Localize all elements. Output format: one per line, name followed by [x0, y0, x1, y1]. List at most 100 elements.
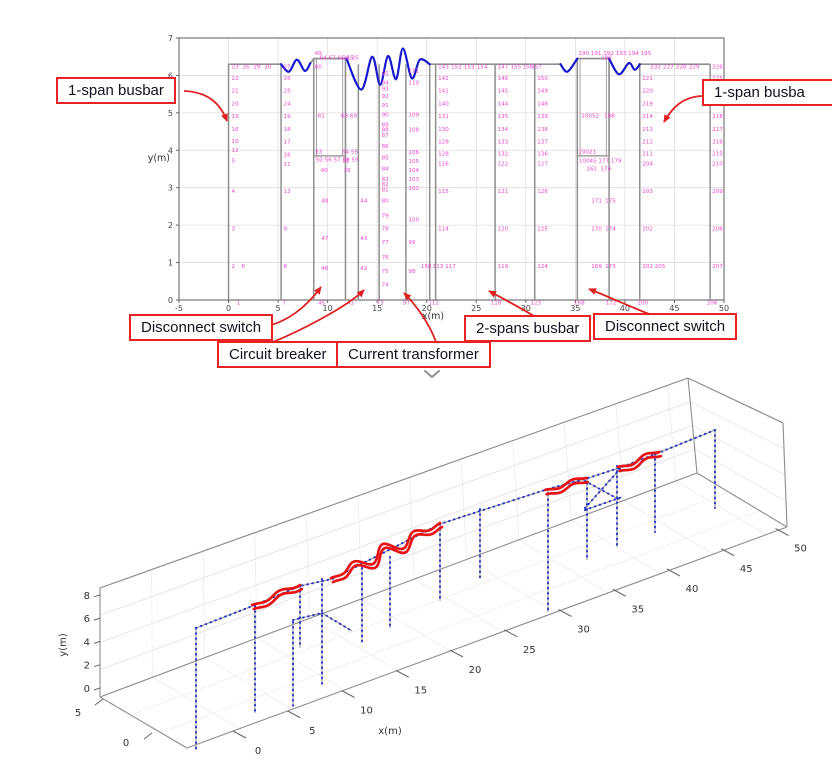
svg-text:51: 51 [342, 158, 350, 164]
threed-red-busbar-segments [250, 450, 663, 611]
svg-text:174: 174 [605, 226, 616, 232]
svg-text:139: 139 [537, 114, 548, 120]
svg-text:2: 2 [232, 264, 236, 270]
svg-text:140: 140 [438, 101, 449, 107]
svg-text:25: 25 [471, 304, 481, 313]
svg-text:211: 211 [642, 152, 653, 158]
svg-text:188: 188 [604, 113, 615, 119]
threed-structure-gray [195, 429, 716, 750]
svg-text:7: 7 [282, 301, 286, 307]
svg-text:219: 219 [642, 101, 653, 107]
svg-text:91: 91 [382, 103, 390, 109]
svg-text:82: 82 [382, 182, 389, 188]
svg-text:121: 121 [498, 189, 509, 195]
svg-text:225: 225 [712, 76, 723, 82]
svg-text:98: 98 [408, 269, 416, 275]
svg-text:228: 228 [676, 65, 687, 71]
svg-text:10: 10 [360, 706, 373, 717]
svg-text:0: 0 [255, 746, 261, 757]
svg-text:131: 131 [438, 114, 449, 120]
svg-text:135: 135 [498, 114, 509, 120]
svg-text:95: 95 [382, 71, 390, 77]
svg-text:85: 85 [382, 155, 390, 161]
svg-text:5: 5 [276, 304, 281, 313]
svg-text:156: 156 [522, 65, 533, 71]
svg-text:45: 45 [318, 301, 326, 307]
svg-text:103: 103 [408, 177, 419, 183]
svg-text:218: 218 [712, 114, 723, 120]
svg-text:136: 136 [537, 152, 548, 158]
svg-text:81: 81 [382, 187, 390, 193]
svg-text:110: 110 [408, 80, 419, 86]
svg-text:216: 216 [712, 140, 723, 146]
svg-text:20: 20 [469, 665, 482, 676]
svg-text:0: 0 [226, 304, 231, 313]
svg-text:10021: 10021 [578, 149, 596, 155]
svg-text:113 117: 113 117 [433, 264, 457, 270]
svg-text:45: 45 [669, 304, 679, 313]
svg-text:206: 206 [707, 301, 718, 307]
svg-text:34 35: 34 35 [342, 56, 358, 62]
svg-text:48: 48 [321, 199, 329, 205]
svg-text:40: 40 [620, 304, 630, 313]
svg-text:73: 73 [377, 301, 385, 307]
callout-2-spans-busbar: 2-spans busbar [464, 315, 592, 342]
svg-text:109: 109 [408, 113, 419, 119]
svg-text:111: 111 [408, 68, 419, 74]
front-view-plot: -5 0 5 10 15 20 25 30 35 40 45 5001234567x(m)y(m)23… [148, 34, 729, 322]
svg-text:170: 170 [591, 226, 602, 232]
svg-text:118: 118 [491, 301, 502, 307]
svg-text:39: 39 [343, 168, 351, 174]
svg-text:12: 12 [232, 148, 239, 154]
svg-text:2: 2 [84, 661, 90, 672]
svg-text:4: 4 [232, 189, 236, 195]
svg-text:221: 221 [642, 76, 653, 82]
svg-text:46: 46 [321, 266, 329, 272]
svg-text:112: 112 [428, 301, 439, 307]
svg-text:17: 17 [284, 140, 292, 146]
svg-text:168: 168 [574, 301, 585, 307]
svg-text:61: 61 [318, 113, 326, 119]
svg-text:4: 4 [84, 637, 90, 648]
svg-text:0: 0 [84, 684, 90, 695]
svg-text:10: 10 [232, 139, 240, 145]
svg-text:8: 8 [284, 264, 288, 270]
svg-text:144: 144 [498, 101, 509, 107]
callout-disconnect-switch-left: Disconnect switch [129, 314, 274, 341]
svg-text:232: 232 [650, 65, 661, 71]
svg-text:6: 6 [168, 71, 173, 80]
svg-text:30: 30 [521, 304, 531, 313]
svg-text:3: 3 [168, 184, 173, 193]
svg-text:79: 79 [382, 214, 390, 220]
callout-1-span-busbar-right: 1-span busba [702, 79, 832, 106]
svg-text:24: 24 [284, 101, 292, 107]
svg-text:172: 172 [606, 301, 617, 307]
svg-text:8: 8 [84, 591, 90, 602]
svg-text:106: 106 [408, 150, 419, 156]
svg-text:141: 141 [438, 89, 449, 95]
svg-text:208: 208 [712, 226, 723, 232]
svg-text:226: 226 [712, 65, 723, 71]
svg-text:5: 5 [75, 708, 81, 719]
svg-text:3: 3 [232, 226, 236, 232]
svg-text:6: 6 [241, 264, 245, 270]
svg-text:29: 29 [253, 65, 261, 71]
svg-text:154: 154 [477, 65, 488, 71]
svg-text:215: 215 [712, 152, 723, 158]
svg-text:220: 220 [642, 89, 653, 95]
svg-text:x(m): x(m) [378, 726, 402, 737]
svg-text:134: 134 [498, 127, 509, 133]
svg-text:157: 157 [531, 65, 542, 71]
svg-text:y(m): y(m) [58, 633, 69, 657]
svg-text:99: 99 [408, 240, 416, 246]
svg-text:9: 9 [284, 226, 288, 232]
svg-text:190 191 192 193 194 195: 190 191 192 193 194 195 [578, 51, 651, 57]
svg-text:94: 94 [382, 80, 390, 86]
svg-text:146: 146 [498, 76, 509, 82]
svg-text:229: 229 [689, 65, 700, 71]
svg-text:41: 41 [347, 301, 355, 307]
svg-text:35: 35 [570, 304, 580, 313]
callout-disconnect-switch-right: Disconnect switch [593, 313, 738, 340]
svg-text:20: 20 [232, 101, 240, 107]
